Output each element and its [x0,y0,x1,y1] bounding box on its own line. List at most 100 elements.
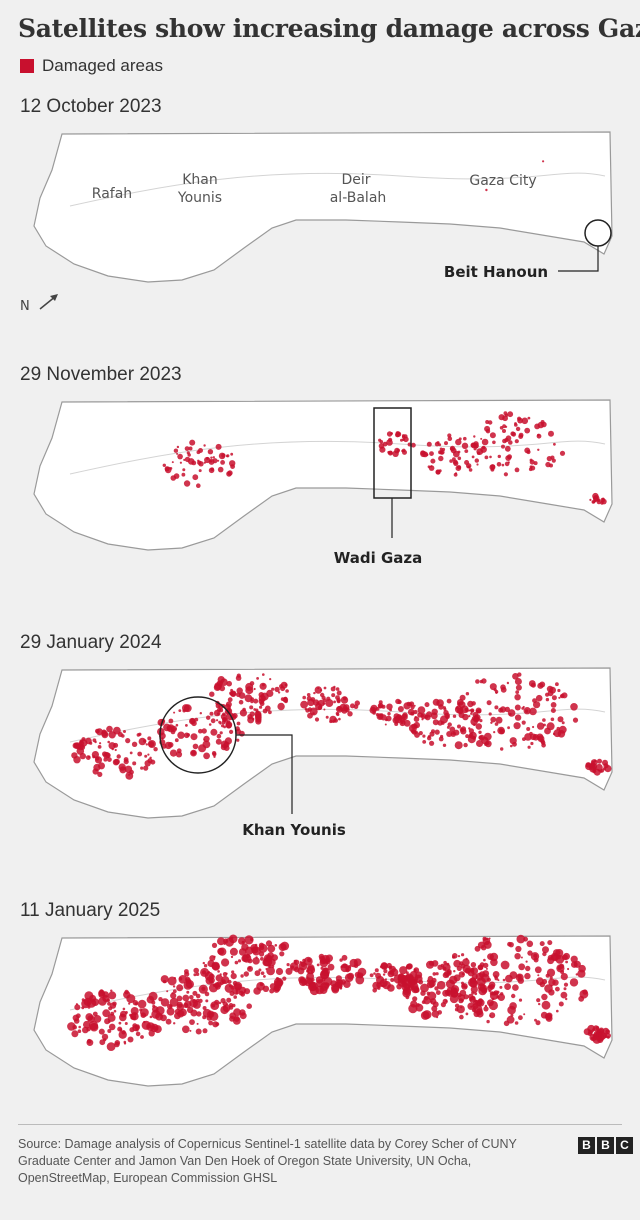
damage-mark [318,953,325,960]
damage-mark [153,747,158,752]
damage-mark [122,1007,126,1011]
damage-mark [474,945,481,952]
damage-mark [503,472,508,477]
damage-mark [396,983,403,990]
damage-mark [578,964,586,973]
damage-mark [380,714,387,721]
damage-mark [535,694,543,702]
damage-mark [223,1005,226,1008]
damage-mark [507,726,510,730]
damage-mark [164,741,173,750]
damage-mark [311,977,315,982]
damage-mark [467,709,470,712]
damage-mark [383,969,388,974]
damage-mark [198,461,204,467]
damage-mark [541,979,548,985]
damage-mark [462,713,469,721]
damage-mark [345,965,352,972]
damage-mark [211,942,218,948]
damage-mark [515,684,522,691]
damage-mark [201,970,207,975]
damage-mark [559,963,565,969]
damage-mark [420,1011,430,1020]
damage-mark [525,709,529,713]
damage-mark [205,976,214,985]
damage-mark [469,732,473,737]
damage-mark [170,992,177,999]
damage-mark [331,985,340,994]
damage-mark [229,947,238,956]
damage-mark [535,1020,541,1026]
damage-mark [504,445,511,452]
damage-mark [271,687,275,691]
damage-mark [420,990,426,996]
bbc-logo: B B C [578,1137,633,1154]
damage-mark [259,682,267,690]
damage-mark [220,744,227,751]
damage-mark [420,983,429,993]
damage-mark [459,1014,464,1020]
damage-mark [478,1001,483,1005]
damage-mark [247,965,253,972]
damage-mark [315,976,324,984]
damage-mark [510,744,513,748]
damage-mark [501,444,505,449]
damage-mark [484,455,489,460]
damage-mark [173,711,176,714]
damage-mark [99,742,102,745]
damage-mark [475,723,482,730]
damage-mark [231,970,235,974]
damage-mark [251,946,259,954]
damage-mark [236,721,241,726]
damage-mark [259,945,265,950]
damage-mark [260,692,269,701]
damage-mark [124,1022,128,1025]
damage-mark [558,1001,564,1007]
damage-mark [71,1030,79,1038]
damage-mark [442,998,448,1004]
damage-mark [565,997,568,1001]
damage-mark [258,968,262,972]
damage-mark [481,438,489,446]
damage-mark [579,989,589,999]
damage-mark [108,731,116,739]
damage-mark [212,1021,219,1028]
damage-mark [165,1018,172,1025]
damage-mark [583,1028,591,1036]
damage-mark [198,998,203,1003]
damage-mark [527,745,531,749]
damage-mark [465,692,470,696]
damage-mark [397,706,404,712]
damage-mark [217,970,220,973]
damage-mark [251,717,255,721]
damage-mark [196,1011,202,1017]
damage-mark [233,995,237,999]
damage-mark [542,160,545,163]
damage-mark [244,935,254,945]
damage-mark [453,472,458,477]
damage-mark [476,451,481,455]
damage-mark [144,760,151,767]
damage-mark [307,964,315,972]
damage-mark [137,999,147,1009]
damage-mark [212,456,215,459]
damage-mark [522,737,526,741]
damage-mark [229,460,236,467]
damage-mark [253,687,256,691]
damage-mark [178,975,188,984]
damage-mark [396,448,400,452]
damage-mark [280,697,285,701]
damage-mark [262,673,265,676]
damage-mark [182,994,190,1002]
damage-mark [198,469,202,473]
damage-mark [340,696,349,704]
damage-mark [285,689,289,693]
damage-mark [490,721,493,724]
damage-mark [476,710,479,713]
damage-mark [561,954,568,961]
damage-mark [476,463,479,466]
damage-mark [277,691,281,694]
damage-mark [422,734,426,738]
damage-mark [485,188,488,192]
damage-mark [446,962,450,966]
